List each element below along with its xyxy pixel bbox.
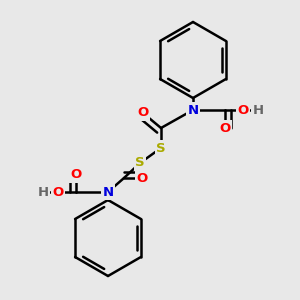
Text: O: O [137, 106, 148, 119]
Text: O: O [52, 185, 64, 199]
Text: O: O [136, 172, 148, 184]
Text: H: H [38, 185, 49, 199]
Text: O: O [219, 122, 231, 134]
Text: S: S [156, 142, 166, 154]
Text: S: S [135, 157, 145, 169]
Text: N: N [102, 185, 114, 199]
Text: O: O [237, 103, 249, 116]
Text: O: O [70, 169, 82, 182]
Text: H: H [252, 103, 264, 116]
Text: N: N [188, 103, 199, 116]
